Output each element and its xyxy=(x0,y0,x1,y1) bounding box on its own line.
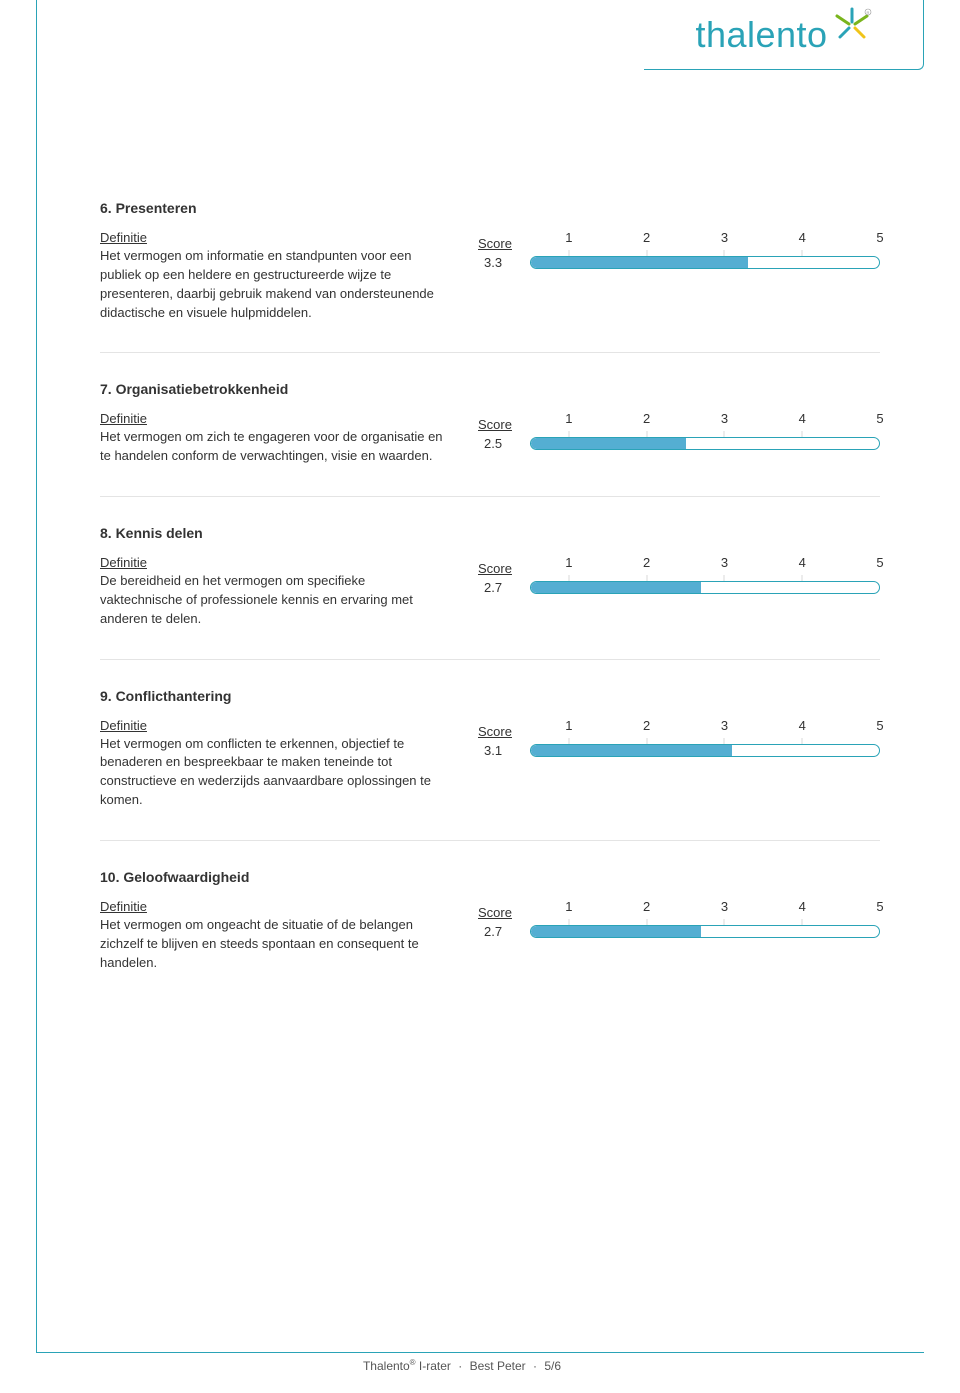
scale-number: 2 xyxy=(643,555,650,570)
scale-number: 4 xyxy=(799,899,806,914)
scale-number: 5 xyxy=(876,899,883,914)
scale-number: 3 xyxy=(721,718,728,733)
scale-number: 5 xyxy=(876,411,883,426)
score-bar xyxy=(530,581,880,594)
score-bar-fill xyxy=(531,438,686,449)
competency-title: 10. Geloofwaardigheid xyxy=(100,869,880,885)
score-bar xyxy=(530,437,880,450)
score-bar-fill xyxy=(531,926,701,937)
competency-block: 6. Presenteren Definitie Het vermogen om i… xyxy=(100,200,880,353)
score-bar-fill xyxy=(531,745,732,756)
footer-person: Best Peter xyxy=(470,1359,526,1373)
scale-number: 3 xyxy=(721,411,728,426)
definition-label: Definitie xyxy=(100,230,450,245)
scale-number: 1 xyxy=(565,230,572,245)
definition-text: Het vermogen om zich te engageren voor d… xyxy=(100,428,450,466)
score-label: Score xyxy=(478,236,530,251)
scale-number: 1 xyxy=(565,899,572,914)
logo: thalento R xyxy=(695,12,871,57)
score-label: Score xyxy=(478,561,530,576)
scale-number: 4 xyxy=(799,718,806,733)
score-value: 2.5 xyxy=(478,436,530,451)
score-bar xyxy=(530,744,880,757)
competency-title: 7. Organisatiebetrokkenheid xyxy=(100,381,880,397)
score-bar xyxy=(530,925,880,938)
scale-number: 1 xyxy=(565,718,572,733)
definition-label: Definitie xyxy=(100,899,450,914)
scale-number: 5 xyxy=(876,718,883,733)
competency-title: 6. Presenteren xyxy=(100,200,880,216)
score-bar-fill xyxy=(531,257,748,268)
scale-number: 3 xyxy=(721,899,728,914)
score-value: 2.7 xyxy=(478,580,530,595)
scale-number: 4 xyxy=(799,555,806,570)
definition-text: Het vermogen om ongeacht de situatie of … xyxy=(100,916,450,973)
footer-product: I-rater xyxy=(419,1359,451,1373)
definition-text: Het vermogen om conflicten te erkennen, … xyxy=(100,735,450,810)
scale-number: 1 xyxy=(565,555,572,570)
scale-number: 2 xyxy=(643,411,650,426)
scale-number: 2 xyxy=(643,899,650,914)
definition-label: Definitie xyxy=(100,555,450,570)
footer-page: 5/6 xyxy=(544,1359,561,1373)
score-value: 2.7 xyxy=(478,924,530,939)
score-value: 3.3 xyxy=(478,255,530,270)
scale-number: 2 xyxy=(643,230,650,245)
page-footer: Thalento® I-rater · Best Peter · 5/6 xyxy=(0,1358,924,1373)
scale-number: 4 xyxy=(799,411,806,426)
definition-label: Definitie xyxy=(100,718,450,733)
scale-number: 5 xyxy=(876,555,883,570)
score-label: Score xyxy=(478,905,530,920)
svg-text:R: R xyxy=(866,10,869,15)
score-bar xyxy=(530,256,880,269)
score-label: Score xyxy=(478,724,530,739)
score-label: Score xyxy=(478,417,530,432)
star-icon: R xyxy=(832,4,872,49)
score-value: 3.1 xyxy=(478,743,530,758)
brand-header: thalento R xyxy=(644,0,924,70)
competency-block: 10. Geloofwaardigheid Definitie Het vermog… xyxy=(100,869,880,1003)
scale-number: 3 xyxy=(721,230,728,245)
competency-block: 7. Organisatiebetrokkenheid Definitie Het … xyxy=(100,381,880,497)
footer-brand: Thalento xyxy=(363,1359,410,1373)
definition-text: Het vermogen om informatie en standpunte… xyxy=(100,247,450,322)
scale-number: 3 xyxy=(721,555,728,570)
scale-number: 1 xyxy=(565,411,572,426)
score-bar-fill xyxy=(531,582,701,593)
competency-block: 9. Conflicthantering Definitie Het vermoge… xyxy=(100,688,880,841)
competency-title: 8. Kennis delen xyxy=(100,525,880,541)
competency-title: 9. Conflicthantering xyxy=(100,688,880,704)
logo-text: thalento xyxy=(695,17,827,53)
scale-number: 5 xyxy=(876,230,883,245)
definition-text: De bereidheid en het vermogen om specifi… xyxy=(100,572,450,629)
definition-label: Definitie xyxy=(100,411,450,426)
competency-list: 6. Presenteren Definitie Het vermogen om i… xyxy=(100,200,880,1031)
scale-number: 2 xyxy=(643,718,650,733)
competency-block: 8. Kennis delen Definitie De bereidheid en… xyxy=(100,525,880,660)
scale-number: 4 xyxy=(799,230,806,245)
